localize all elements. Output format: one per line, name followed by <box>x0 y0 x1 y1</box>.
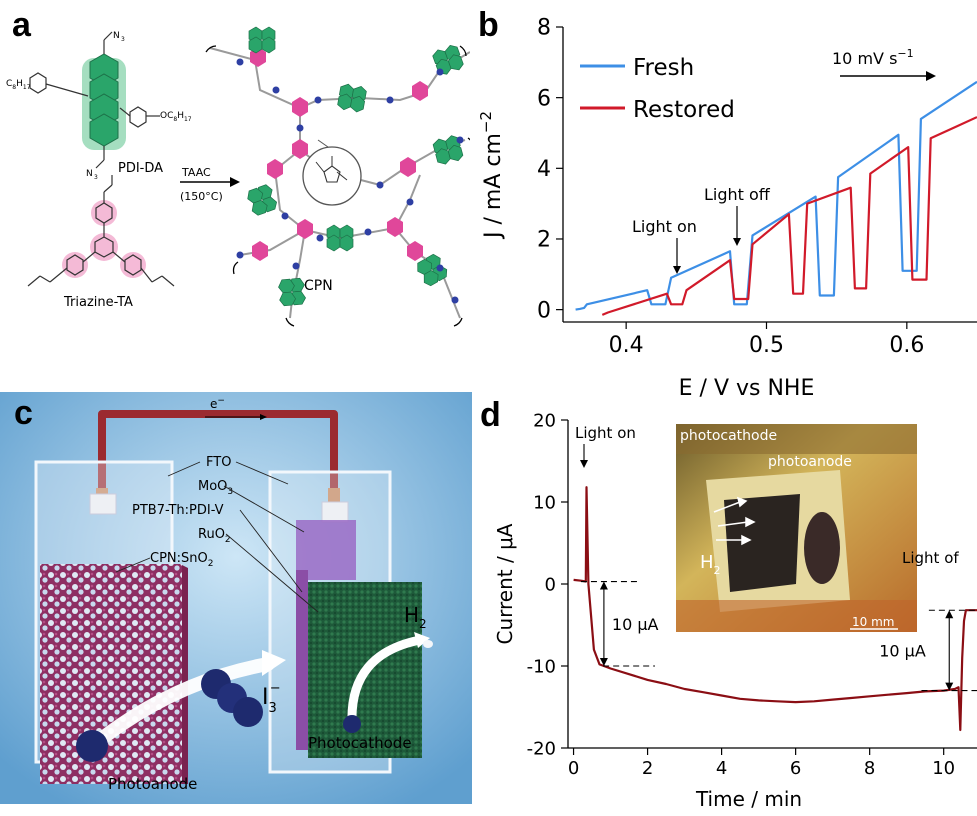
svg-text:e−: e− <box>210 396 225 411</box>
delta-right-label: 10 μA <box>879 641 926 660</box>
cpn-label: CPN <box>304 278 333 294</box>
pdi-da-molecule: N 3 N 3 C8H17 OC8H17 PDI-DA <box>6 31 192 181</box>
panel-d-letter: d <box>480 396 501 434</box>
b-xtick-label: 0.4 <box>609 333 644 358</box>
chart-b-ylabel: J / mA cm−2 <box>477 111 506 240</box>
svg-text:10 mm: 10 mm <box>852 615 894 629</box>
svg-text:H2: H2 <box>404 603 427 631</box>
light-annotations: Light on Light off <box>632 185 771 274</box>
svg-text:C8H17: C8H17 <box>6 79 31 91</box>
photocathode-label: Photocathode <box>308 734 412 752</box>
svg-text:3: 3 <box>94 174 98 181</box>
d-light-on-label: Light on <box>575 424 636 442</box>
svg-text:photoanode: photoanode <box>768 454 852 470</box>
svg-text:N: N <box>86 169 93 179</box>
d-xtick-label: 0 <box>568 758 579 779</box>
d-xtick-label: 8 <box>864 758 875 779</box>
b-xtick-label: 0.6 <box>889 333 924 358</box>
d-light-off-label: Light of <box>902 549 959 567</box>
panel-a-scheme: N 3 N 3 C8H17 OC8H17 PDI-DA <box>6 26 470 327</box>
d-ytick-label: -20 <box>527 738 556 759</box>
d-xtick-label: 6 <box>790 758 801 779</box>
legend-label-restored: Restored <box>633 97 735 123</box>
b-ytick-label: 6 <box>537 86 551 111</box>
panel-c-device: e− FTO MoO3 PTB7-Th:PDI-V RuO2 CPN: <box>0 392 472 804</box>
svg-text:PTB7-Th:PDI-V: PTB7-Th:PDI-V <box>132 503 224 518</box>
triazine-ta-molecule: Triazine-TA <box>27 175 175 310</box>
svg-text:(150°C): (150°C) <box>180 190 223 203</box>
d-series-0 <box>573 486 977 732</box>
light-on-label: Light on <box>632 217 697 236</box>
chart-b-legend: Fresh Restored <box>580 55 735 123</box>
svg-text:MoO3: MoO3 <box>198 479 233 497</box>
triazine-ta-label: Triazine-TA <box>63 295 133 310</box>
b-ytick-label: 2 <box>537 228 551 253</box>
d-ytick-label: 20 <box>533 410 556 431</box>
b-series-restored <box>601 116 977 316</box>
d-ytick-label: 10 <box>533 492 556 513</box>
light-off-label: Light off <box>704 185 771 204</box>
svg-text:CPN:SnO2: CPN:SnO2 <box>150 551 213 569</box>
svg-text:H2: H2 <box>700 552 721 577</box>
svg-text:photocathode: photocathode <box>680 428 777 444</box>
panel-a-letter: a <box>12 6 31 44</box>
svg-text:3: 3 <box>121 36 125 43</box>
chart-d-ylabel: Current / μA <box>493 523 517 644</box>
svg-text:OC8H17: OC8H17 <box>160 111 192 123</box>
b-ytick-label: 4 <box>537 157 551 182</box>
svg-text:N: N <box>113 31 120 41</box>
d-ytick-label: 0 <box>545 574 556 595</box>
reaction-arrow: TAAC (150°C) <box>180 166 240 203</box>
svg-text:I3−: I3− <box>262 681 281 716</box>
photoanode-label: Photoanode <box>108 775 197 793</box>
inset-photo: photocathode photoanode H2 10 mm <box>676 424 917 632</box>
layer-labels: FTO MoO3 PTB7-Th:PDI-V RuO2 CPN:SnO2 <box>132 455 233 569</box>
d-xtick-label: 2 <box>642 758 653 779</box>
b-ytick-label: 0 <box>537 298 551 323</box>
legend-label-fresh: Fresh <box>633 55 694 81</box>
cpn-network: CPN <box>205 26 470 327</box>
svg-text:TAAC: TAAC <box>181 166 211 179</box>
panel-c-letter: c <box>14 394 33 432</box>
d-xtick-label: 4 <box>716 758 727 779</box>
chart-d-xlabel: Time / min <box>695 787 802 811</box>
chart-d-annotations: Light on 10 μA 10 μA Light of <box>575 424 977 692</box>
b-xtick-label: 0.5 <box>749 333 784 358</box>
panel-b-letter: b <box>478 6 499 44</box>
b-series-fresh <box>575 80 977 311</box>
svg-text:FTO: FTO <box>206 455 231 470</box>
d-xtick-label: 10 <box>932 758 955 779</box>
chart-b-xlabel: E / V vs NHE <box>679 376 815 400</box>
svg-text:10 mV s−1: 10 mV s−1 <box>832 47 914 68</box>
scan-rate-annotation: 10 mV s−1 <box>832 47 936 81</box>
pdi-da-label: PDI-DA <box>118 161 163 176</box>
d-ytick-label: -10 <box>527 656 556 677</box>
delta-left-label: 10 μA <box>612 615 659 634</box>
svg-text:RuO2: RuO2 <box>198 527 231 545</box>
b-ytick-label: 8 <box>537 16 551 41</box>
